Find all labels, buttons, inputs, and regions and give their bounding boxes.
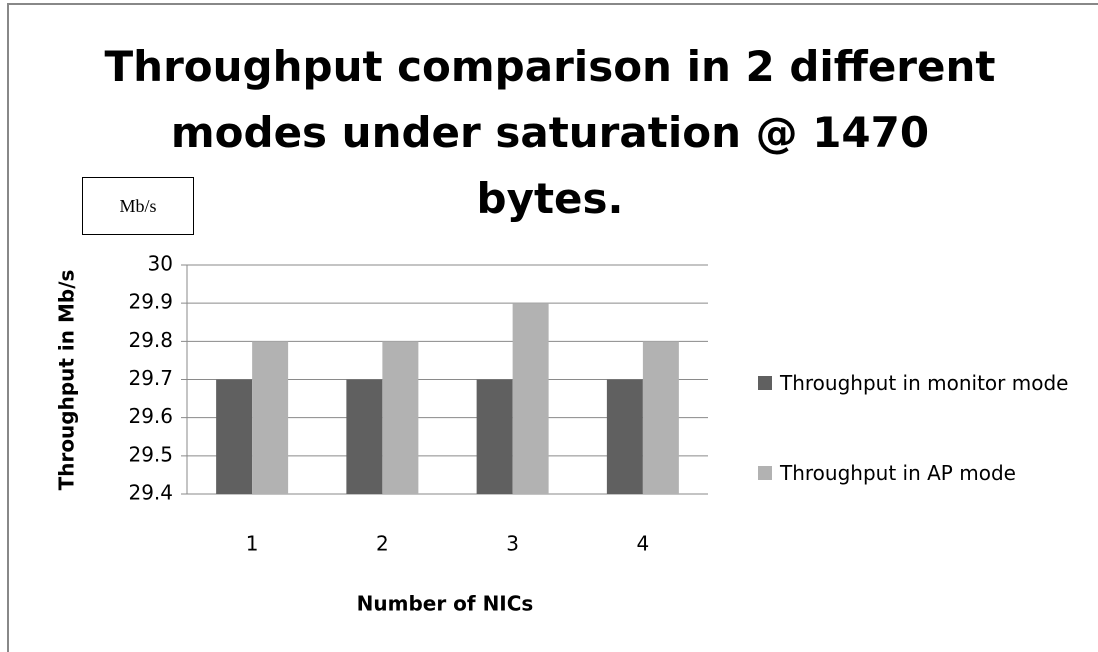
legend-swatch (758, 466, 772, 480)
bar (476, 379, 513, 494)
legend-label: Throughput in monitor mode (780, 371, 1069, 395)
bar (216, 379, 253, 494)
bar (252, 341, 289, 494)
y-tick-label: 29.9 (128, 290, 173, 314)
y-tick-label: 29.5 (128, 442, 173, 466)
annotation: Mb/s (82, 177, 194, 235)
x-tick-label: 1 (246, 532, 259, 556)
y-tick-label: 29.8 (128, 328, 173, 352)
y-tick-label: 29.4 (128, 481, 173, 505)
bar (642, 341, 679, 494)
legend-label: Throughput in AP mode (780, 461, 1016, 485)
y-tick-label: 30 (148, 252, 173, 276)
chart-title: Throughput comparison in 2 different mod… (104, 42, 996, 223)
bar (346, 379, 383, 494)
frame (7, 3, 1098, 652)
y-tick-label: 29.7 (128, 366, 173, 390)
x-tick-label: 4 (637, 532, 650, 556)
x-axis-title: Number of NICs (357, 592, 534, 616)
x-tick-label: 2 (376, 532, 389, 556)
bar (606, 379, 643, 494)
y-axis-title: Throughput in Mb/s (55, 270, 79, 491)
y-tick-label: 29.6 (128, 404, 173, 428)
x-tick-label: 3 (506, 532, 519, 556)
bar (382, 341, 419, 494)
legend-swatch (758, 376, 772, 390)
bar (512, 303, 549, 494)
